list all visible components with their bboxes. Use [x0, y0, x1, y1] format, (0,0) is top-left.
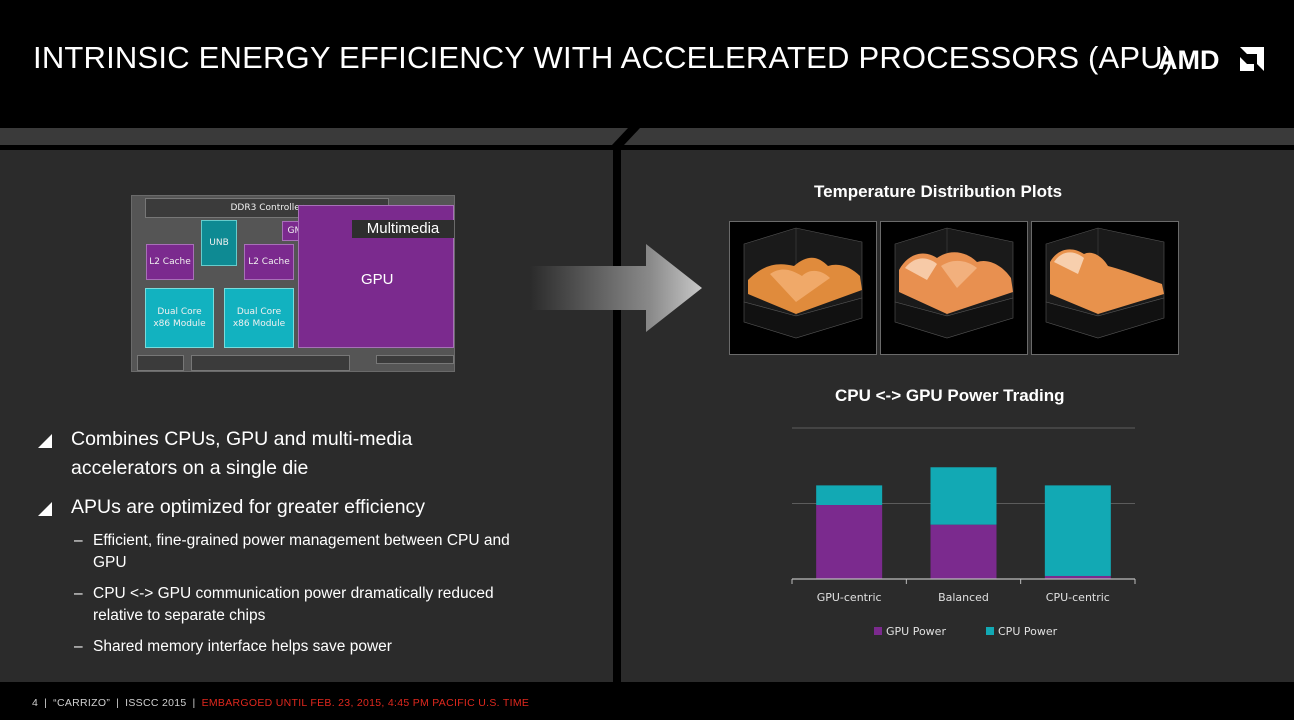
bar-cpu-centric-gpu-power: [1044, 575, 1111, 579]
category-label: CPU-centric: [1046, 591, 1110, 604]
dual-core-module-left: Dual Core x86 Module: [145, 288, 214, 348]
power-trading-chart: GPU-centric Balanced CPU-centric GPU Power…: [791, 427, 1136, 638]
dual-core-module-right: Dual Core x86 Module: [224, 288, 294, 348]
legend-label-gpu-power: GPU Power: [886, 625, 946, 638]
gpu-label: GPU: [361, 271, 394, 288]
l2-cache-left-block: L2 Cache: [146, 244, 194, 280]
footer-line: 4 | “CARRIZO” | ISSCC 2015 | EMBARGOED UNTIL F…: [32, 697, 530, 709]
thermal-surface-3: [1045, 227, 1165, 339]
legend-label-cpu-power: CPU Power: [998, 625, 1058, 638]
bar-balanced-cpu-power: [930, 467, 997, 525]
bar-gpu-centric-gpu-power: [816, 505, 883, 579]
amd-logo: AMD: [1158, 45, 1264, 74]
dash-icon: –: [74, 638, 83, 655]
io-block-3: [376, 355, 454, 364]
svg-text:AMD: AMD: [1158, 45, 1220, 74]
chart-title: CPU <-> GPU Power Trading: [835, 386, 1065, 405]
slide-title: INTRINSIC ENERGY EFFICIENCY WITH ACCELER…: [33, 40, 1174, 75]
thermal-plot-3: [1031, 221, 1179, 355]
page-number: 4: [32, 697, 39, 709]
thermal-plot-2: [880, 221, 1028, 355]
io-block-1: [137, 355, 184, 371]
thermal-title: Temperature Distribution Plots: [814, 182, 1063, 201]
multimedia-label: Multimedia: [352, 220, 454, 238]
bullet-triangle-icon: [38, 502, 52, 516]
category-label: Balanced: [938, 591, 989, 604]
bullet-triangle-icon: [38, 434, 52, 448]
l2-cache-right-block: L2 Cache: [244, 244, 294, 280]
unb-block: UNB: [201, 220, 237, 266]
dash-icon: –: [74, 585, 83, 602]
legend-swatch-gpu-power: [874, 627, 882, 635]
bar-gpu-centric-cpu-power: [816, 485, 883, 506]
divider-band: [0, 128, 1294, 145]
category-label: GPU-centric: [817, 591, 882, 604]
header-bar: INTRINSIC ENERGY EFFICIENCY WITH ACCELER…: [0, 0, 1294, 128]
bar-cpu-centric-cpu-power: [1044, 485, 1111, 576]
event-name: ISSCC 2015: [125, 697, 187, 709]
project-name: “CARRIZO”: [53, 697, 111, 709]
dash-icon: –: [74, 532, 83, 549]
thermal-surface-2: [894, 227, 1014, 339]
arrow-right-icon: [530, 244, 702, 332]
io-block-2: [191, 355, 350, 371]
bar-balanced-gpu-power: [930, 524, 997, 579]
embargo-notice: EMBARGOED UNTIL FEB. 23, 2015, 4:45 PM P…: [201, 697, 530, 709]
thermal-surface-1: [743, 227, 863, 339]
footer-bar: 4 | “CARRIZO” | ISSCC 2015 | EMBARGOED UNTIL F…: [0, 684, 1294, 720]
legend-swatch-cpu-power: [986, 627, 994, 635]
thermal-plot-1: [729, 221, 877, 355]
